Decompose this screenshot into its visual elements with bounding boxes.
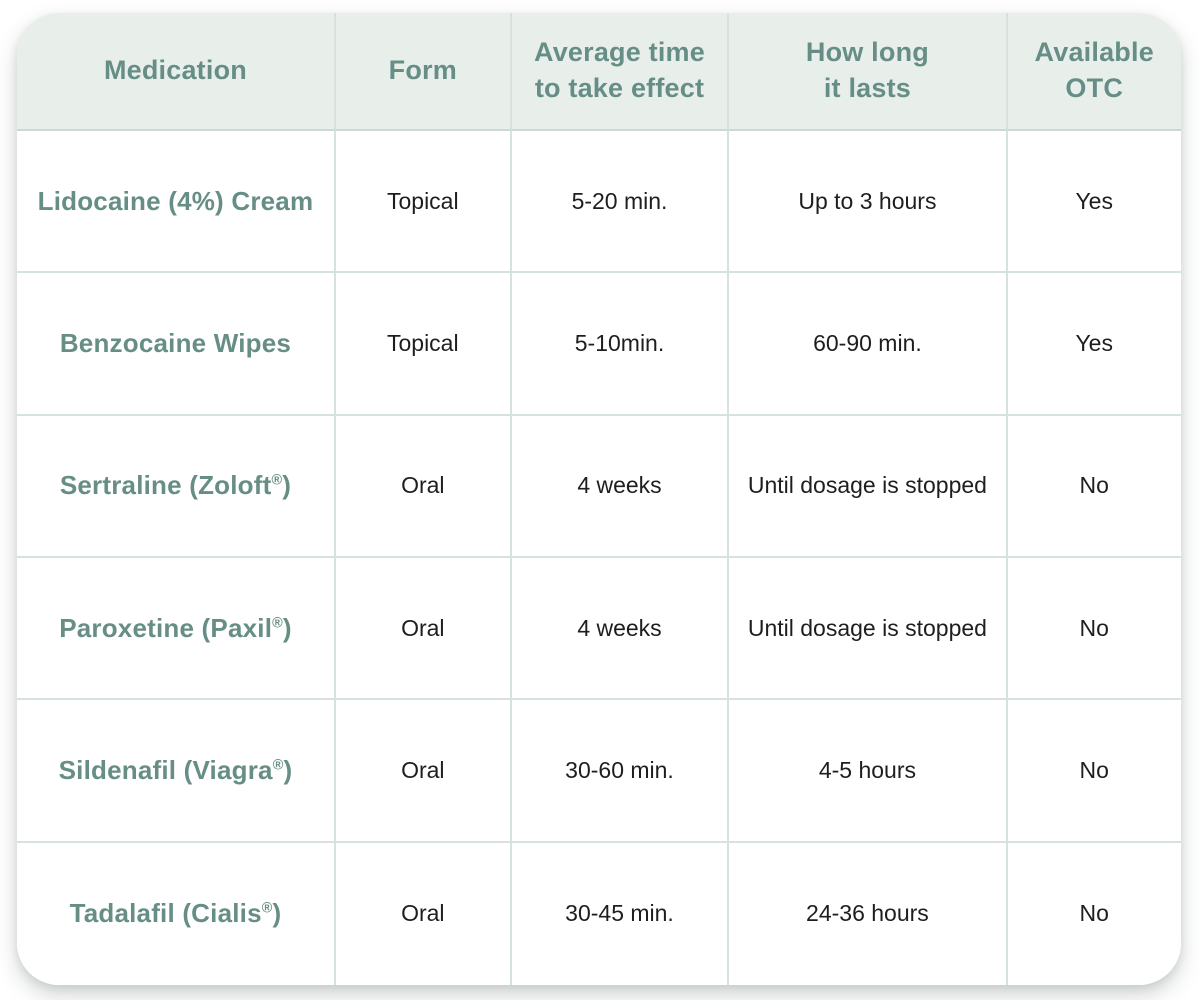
medication-name: Tadalafil (Cialis®) (69, 898, 282, 929)
registered-trademark-symbol: ® (271, 472, 283, 489)
cell-form: Oral (335, 557, 512, 701)
medication-name: Benzocaine Wipes (59, 327, 292, 358)
cell-otc: No (1007, 842, 1181, 985)
cell-medication: Lidocaine (4%) Cream (17, 131, 336, 274)
cell-medication: Benzocaine Wipes (17, 273, 336, 416)
header-form: Form (335, 13, 512, 131)
cell-average-time: 30-60 min. (511, 700, 730, 843)
medication-name: Sertraline (Zoloft®) (59, 470, 292, 501)
cell-otc: Yes (1007, 131, 1181, 274)
header-medication: Medication (17, 13, 336, 131)
header-available-otc: Available OTC (1007, 13, 1181, 131)
registered-trademark-symbol: ® (272, 757, 284, 774)
cell-average-time: 30-45 min. (511, 842, 730, 985)
cell-duration: 24-36 hours (729, 842, 1008, 985)
cell-duration: Until dosage is stopped (729, 557, 1008, 701)
cell-otc: Yes (1007, 273, 1181, 416)
cell-duration: 60-90 min. (729, 273, 1008, 416)
registered-trademark-symbol: ® (261, 900, 273, 917)
cell-form: Oral (335, 700, 512, 843)
cell-duration: 4-5 hours (729, 700, 1008, 843)
cell-medication: Sertraline (Zoloft®) (17, 415, 336, 558)
cell-medication: Tadalafil (Cialis®) (17, 842, 336, 985)
cell-medication: Sildenafil (Viagra®) (17, 700, 336, 843)
registered-trademark-symbol: ® (272, 614, 283, 631)
cell-form: Topical (335, 273, 512, 416)
header-average-time: Average time to take effect (511, 13, 730, 131)
cell-average-time: 5-20 min. (511, 131, 730, 274)
medication-name: Paroxetine (Paxil®) (59, 612, 292, 643)
cell-otc: No (1007, 415, 1181, 558)
cell-form: Topical (335, 131, 512, 274)
header-label: How long (805, 37, 929, 68)
cell-form: Oral (335, 415, 512, 558)
medication-name: Sildenafil (Viagra®) (58, 754, 293, 785)
medication-comparison-table: Medication Form Average time to take eff… (17, 13, 1181, 985)
cell-otc: No (1007, 557, 1181, 701)
cell-average-time: 5-10min. (511, 273, 730, 416)
header-label: Form (388, 55, 457, 86)
header-label: Medication (103, 55, 247, 86)
cell-form: Oral (335, 842, 512, 985)
cell-medication: Paroxetine (Paxil®) (17, 557, 336, 701)
medication-name: Lidocaine (4%) Cream (37, 185, 314, 216)
cell-average-time: 4 weeks (511, 415, 730, 558)
cell-duration: Until dosage is stopped (729, 415, 1008, 558)
header-label: Average time (534, 37, 705, 68)
header-how-long: How long it lasts (729, 13, 1008, 131)
cell-duration: Up to 3 hours (729, 131, 1008, 274)
cell-average-time: 4 weeks (511, 557, 730, 701)
header-label: Available (1034, 37, 1154, 68)
cell-otc: No (1007, 700, 1181, 843)
